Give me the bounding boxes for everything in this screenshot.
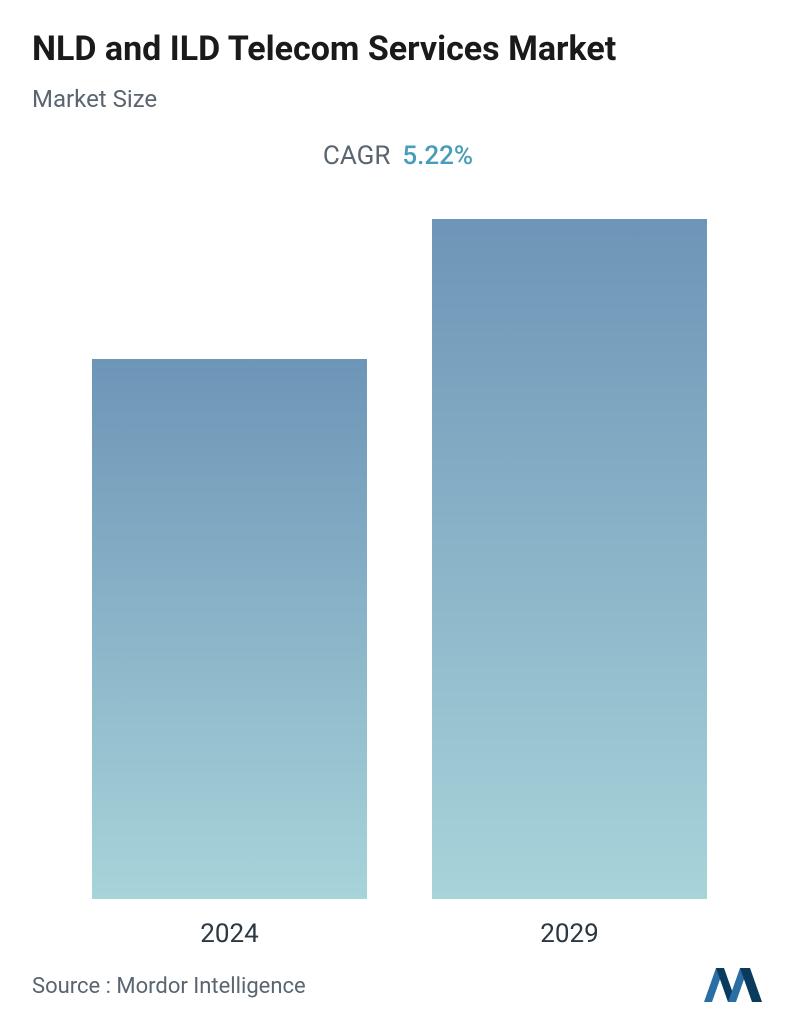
bar-chart: 20242029: [32, 179, 764, 899]
bar-2029: [432, 219, 707, 899]
source-attribution: Source : Mordor Intelligence: [32, 974, 306, 999]
cagr-label: CAGR: [323, 141, 390, 171]
mordor-logo-icon: [702, 962, 764, 1010]
chart-subtitle: Market Size: [32, 85, 764, 113]
chart-title: NLD and ILD Telecom Services Market: [32, 28, 764, 71]
chart-footer: Source : Mordor Intelligence: [32, 962, 764, 1010]
x-axis-label: 2024: [200, 919, 258, 949]
cagr-value: 5.22%: [402, 141, 473, 171]
x-axis-label: 2029: [540, 919, 598, 949]
bar-2024: [92, 359, 367, 899]
cagr-row: CAGR 5.22%: [32, 141, 764, 171]
